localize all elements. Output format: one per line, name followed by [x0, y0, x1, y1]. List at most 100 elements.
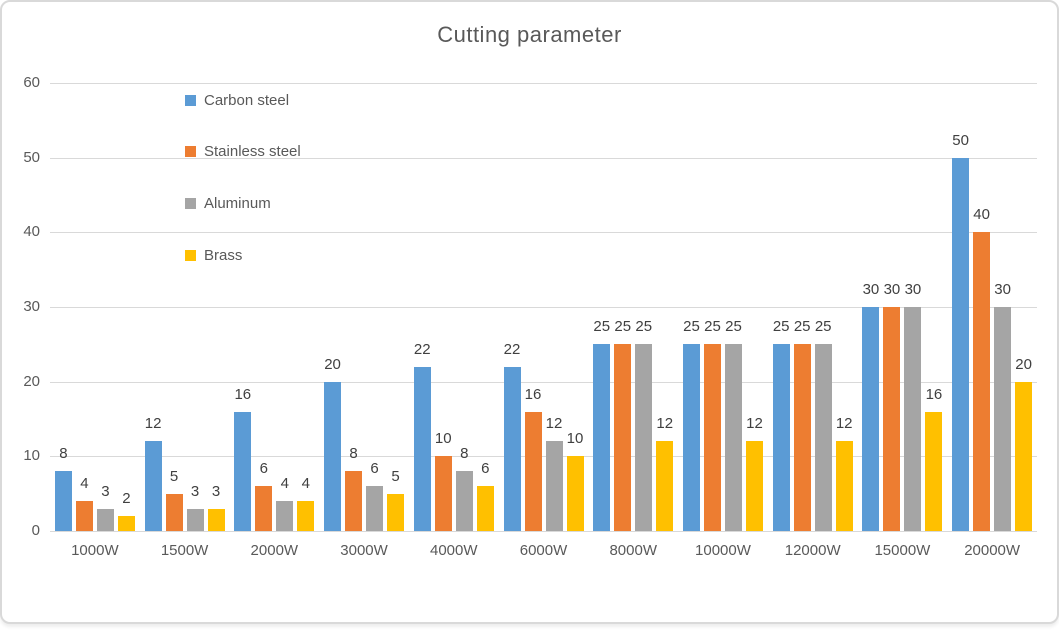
y-gridline — [50, 232, 1037, 234]
bar-carbon-steel-1000w — [54, 471, 72, 531]
legend-item-carbon-steel: Carbon steel — [185, 91, 290, 109]
bar-value-label: 12 — [545, 415, 563, 433]
bar-aluminum-4000w — [455, 471, 473, 531]
bar-brass-15000w — [925, 411, 943, 531]
bar-value-label: 22 — [413, 340, 431, 358]
bar-value-label: 25 — [725, 318, 742, 336]
bar-value-label: 25 — [814, 318, 832, 336]
bar-value-label: 12 — [656, 415, 674, 433]
bar-aluminum-1500w — [186, 508, 204, 531]
bar-value-label: 25 — [635, 318, 653, 336]
x-axis-category-label: 6000W — [519, 542, 568, 559]
bar-brass-1500w — [207, 508, 225, 531]
bar-value-label: 5 — [391, 467, 400, 485]
bar-brass-10000w — [745, 441, 763, 531]
bar-stainless-steel-10000w — [703, 344, 721, 531]
bar-stainless-steel-3000w — [345, 471, 363, 531]
bar-value-label: 3 — [101, 482, 110, 500]
bar-stainless-steel-12000w — [793, 344, 811, 531]
legend-swatch-carbon-steel — [185, 94, 196, 106]
x-axis-category-label: 1000W — [71, 542, 119, 559]
bar-value-label: 8 — [349, 445, 358, 463]
legend-swatch-brass — [185, 249, 196, 261]
x-axis-category-label: 10000W — [695, 542, 751, 559]
bar-value-label: 8 — [460, 445, 469, 463]
bar-value-label: 4 — [80, 475, 89, 493]
bar-carbon-steel-10000w — [682, 344, 700, 531]
bar-carbon-steel-12000w — [772, 344, 790, 531]
bar-value-label: 6 — [259, 460, 268, 478]
bar-value-label: 22 — [503, 340, 521, 358]
bar-aluminum-10000w — [724, 344, 742, 531]
x-axis-category-label: 8000W — [609, 542, 657, 559]
bar-brass-3000w — [387, 493, 405, 531]
bar-value-label: 25 — [683, 318, 700, 336]
bar-stainless-steel-8000w — [614, 344, 632, 531]
bar-stainless-steel-15000w — [883, 307, 901, 531]
legend-item-stainless-steel: Stainless steel — [185, 143, 301, 161]
y-gridline — [50, 307, 1037, 308]
bar-aluminum-15000w — [904, 307, 922, 531]
bar-value-label: 2 — [122, 490, 131, 508]
bar-value-label: 16 — [925, 385, 943, 403]
bar-value-label: 12 — [835, 415, 853, 433]
y-gridline — [50, 531, 1037, 532]
y-axis-tick-label: 50 — [23, 148, 40, 166]
y-axis-tick-label: 30 — [23, 298, 40, 315]
bar-brass-8000w — [656, 441, 674, 531]
x-axis-category-label: 20000W — [964, 542, 1021, 559]
bar-value-label: 3 — [190, 482, 200, 500]
bar-brass-2000w — [297, 501, 315, 531]
x-axis-category-label: 1500W — [160, 542, 209, 559]
legend-label: Brass — [204, 246, 243, 264]
legend-swatch-stainless-steel — [185, 146, 196, 158]
bar-value-label: 20 — [324, 355, 341, 373]
x-axis-category-label: 3000W — [340, 542, 388, 559]
bar-stainless-steel-1000w — [75, 501, 93, 531]
legend-label: Stainless steel — [204, 143, 301, 161]
bar-value-label: 30 — [994, 281, 1011, 298]
bar-value-label: 30 — [862, 281, 880, 298]
bar-stainless-steel-4000w — [434, 456, 452, 531]
bar-stainless-steel-6000w — [524, 411, 542, 531]
bar-value-label: 10 — [434, 430, 452, 448]
bar-value-label: 20 — [1015, 355, 1032, 373]
bar-carbon-steel-20000w — [952, 157, 970, 531]
bar-aluminum-12000w — [814, 344, 832, 531]
bar-aluminum-20000w — [994, 307, 1012, 531]
bar-value-label: 16 — [524, 385, 542, 403]
bar-value-label: 4 — [301, 475, 310, 493]
legend-label: Aluminum — [204, 194, 271, 212]
bar-carbon-steel-3000w — [324, 381, 342, 531]
x-axis-category-label: 4000W — [430, 542, 478, 559]
x-axis-category-label: 15000W — [874, 542, 931, 559]
y-gridline — [50, 157, 1037, 159]
bar-value-label: 40 — [973, 206, 990, 224]
bar-value-label: 6 — [370, 460, 379, 478]
bar-value-label: 12 — [746, 415, 763, 433]
bar-brass-4000w — [476, 486, 494, 531]
bar-stainless-steel-2000w — [255, 486, 273, 531]
legend-swatch-aluminum — [185, 197, 196, 209]
bar-carbon-steel-8000w — [593, 344, 611, 531]
y-axis-tick-label: 10 — [23, 447, 40, 465]
legend-item-aluminum: Aluminum — [185, 194, 271, 212]
bar-brass-20000w — [1015, 381, 1033, 531]
bar-value-label: 25 — [704, 318, 721, 336]
bar-value-label: 6 — [481, 460, 490, 478]
bar-value-label: 30 — [883, 281, 901, 298]
bar-carbon-steel-1500w — [144, 441, 162, 531]
bar-aluminum-2000w — [276, 501, 294, 531]
bar-value-label: 4 — [280, 475, 289, 493]
bar-value-label: 5 — [169, 467, 179, 485]
bar-carbon-steel-15000w — [862, 307, 880, 531]
y-axis-tick-label: 20 — [23, 372, 40, 390]
legend-item-brass: Brass — [185, 246, 243, 264]
bar-aluminum-8000w — [635, 344, 653, 531]
bar-value-label: 8 — [59, 445, 68, 463]
legend-label: Carbon steel — [204, 91, 290, 109]
bar-value-label: 25 — [793, 318, 811, 336]
y-axis-tick-label: 40 — [23, 223, 40, 241]
x-axis-category-label: 12000W — [784, 542, 841, 559]
